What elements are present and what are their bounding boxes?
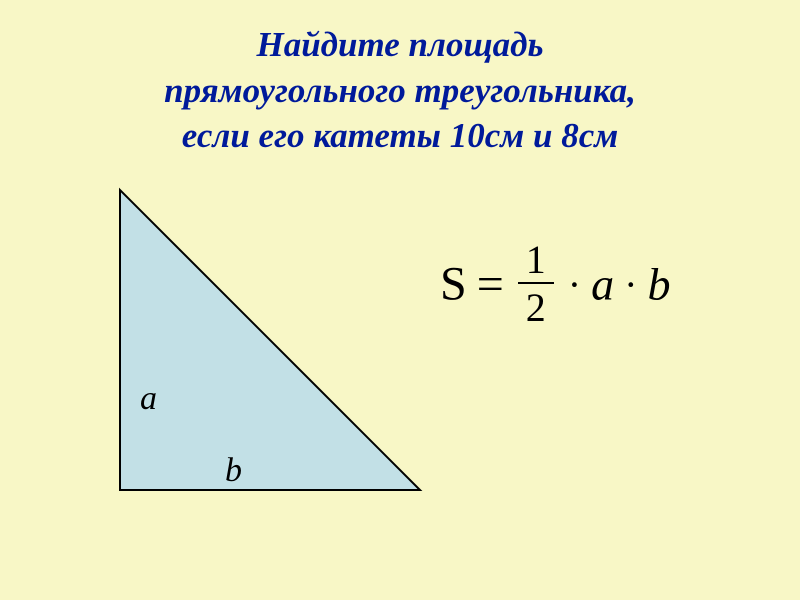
formula-S: S <box>440 258 467 311</box>
triangle-figure <box>0 0 800 600</box>
formula-var-a: a <box>591 259 614 310</box>
formula-dot-1: · <box>568 262 581 307</box>
fraction-numerator: 1 <box>518 240 554 284</box>
formula-dot-2: · <box>624 262 637 307</box>
formula-var-b: b <box>647 259 670 310</box>
fraction-denominator: 2 <box>518 284 554 328</box>
formula-fraction: 1 2 <box>518 240 554 328</box>
formula-equals: = <box>477 258 504 311</box>
leg-label-b: b <box>225 452 242 490</box>
triangle-shape <box>120 190 420 490</box>
leg-label-a: a <box>140 380 157 418</box>
area-formula: S = 1 2 · a · b <box>440 240 670 328</box>
